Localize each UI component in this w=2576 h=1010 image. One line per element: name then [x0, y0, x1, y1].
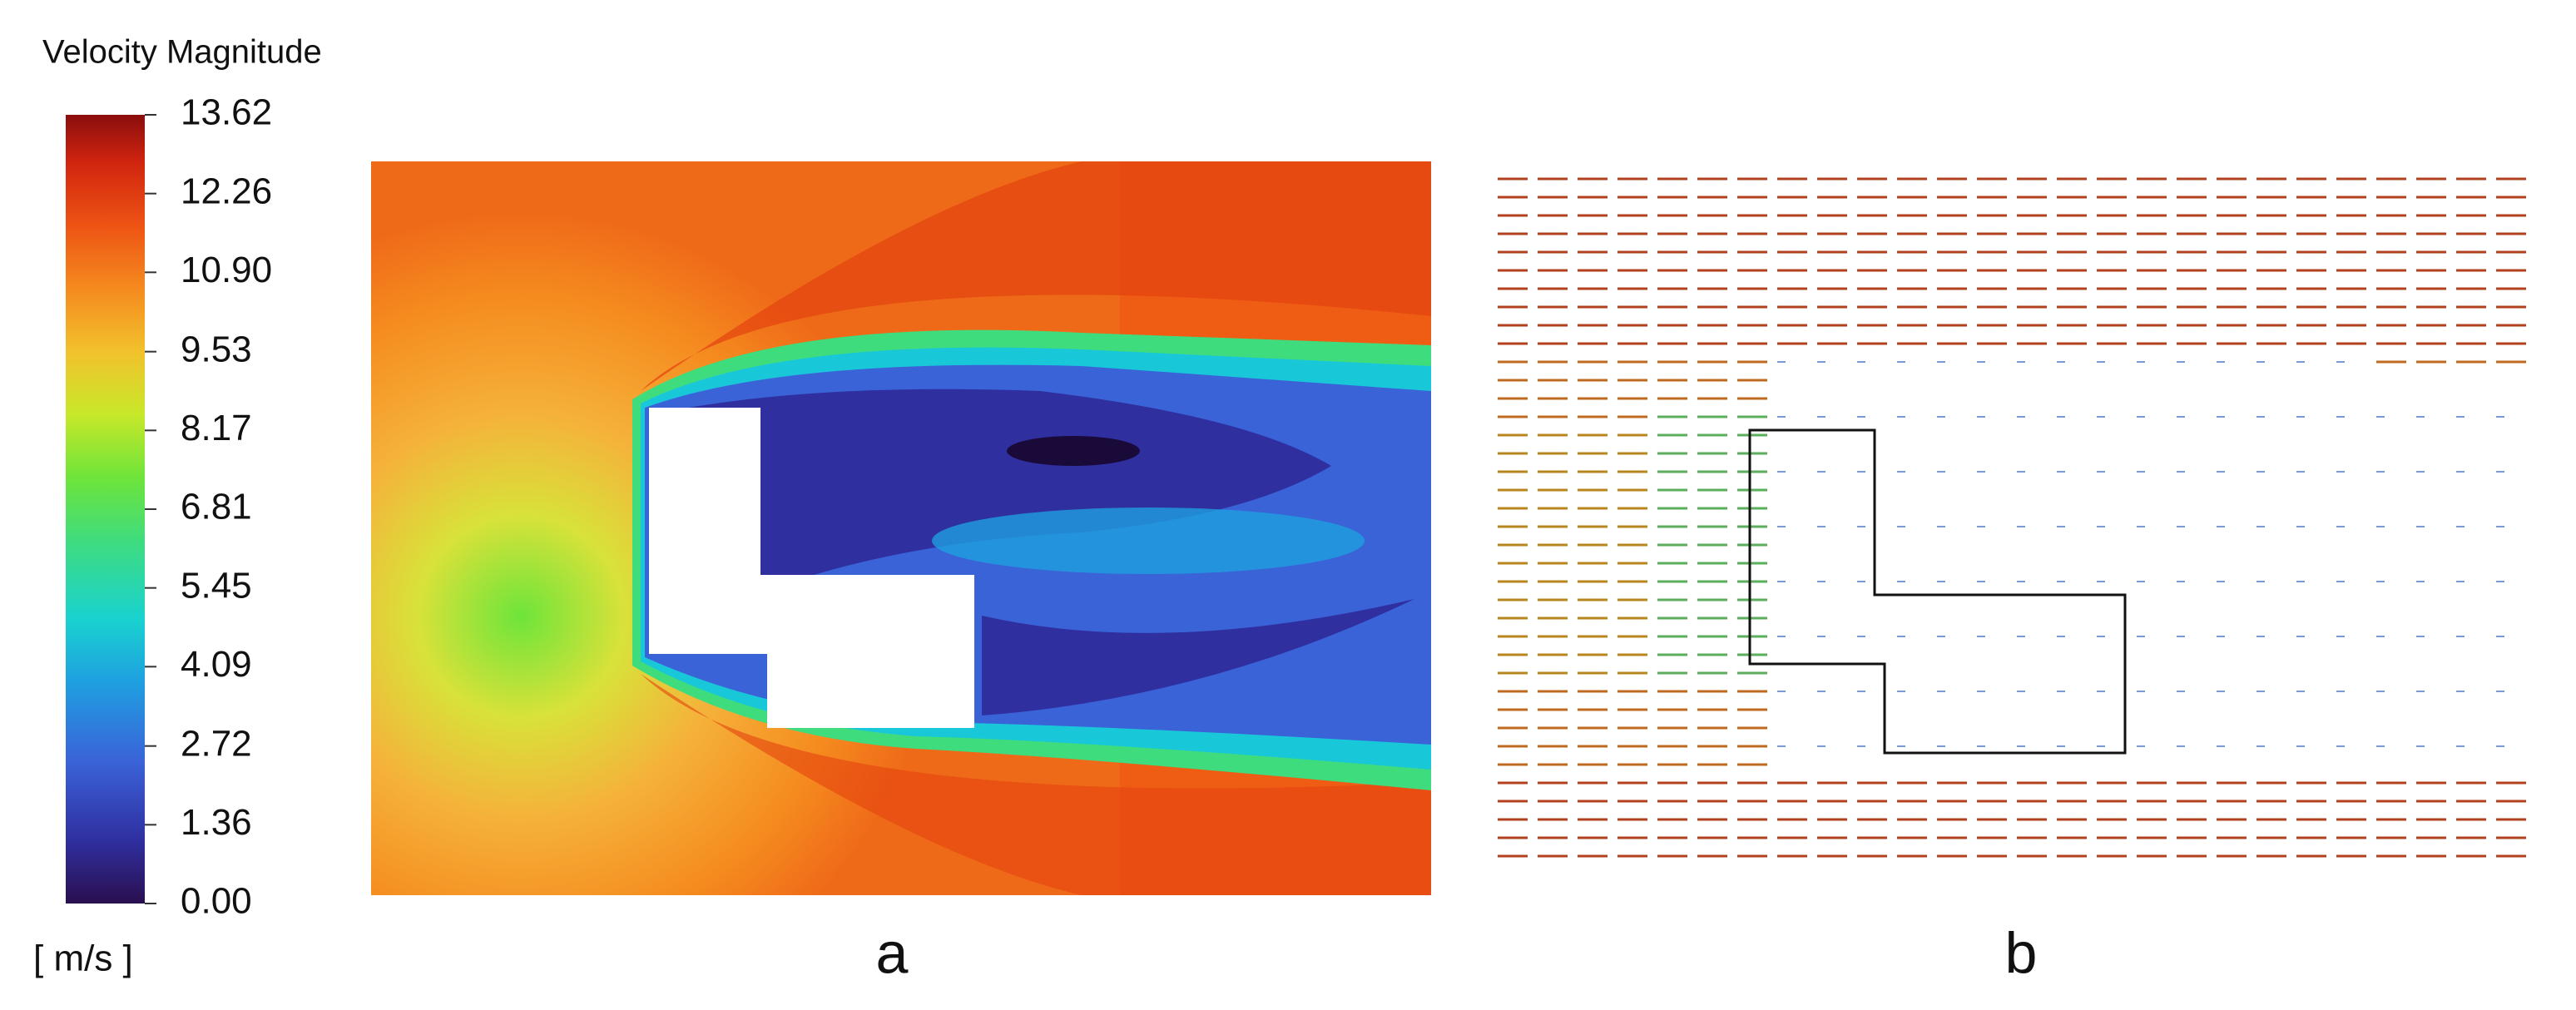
tick-label: 8.17: [181, 408, 252, 448]
tick-label: 6.81: [181, 487, 252, 527]
colorbar: [66, 115, 145, 904]
tick-label: 5.45: [181, 565, 252, 606]
legend-title: Velocity Magnitude: [42, 34, 322, 71]
panel-label: b: [2005, 920, 2038, 985]
tick-label: 9.53: [181, 329, 252, 369]
tick-label: 1.36: [181, 802, 252, 843]
tick-label: 13.62: [181, 92, 272, 133]
tick-label: 10.90: [181, 250, 272, 290]
panel-a: [371, 161, 1431, 895]
panel-b: [1498, 177, 2526, 858]
tick-label: 0.00: [181, 881, 252, 922]
legend-unit: [ m/s ]: [33, 938, 133, 979]
tick-label: 2.72: [181, 723, 252, 764]
tick-label: 4.09: [181, 644, 252, 685]
tick-label: 12.26: [181, 171, 272, 211]
panel-label: a: [876, 920, 909, 985]
